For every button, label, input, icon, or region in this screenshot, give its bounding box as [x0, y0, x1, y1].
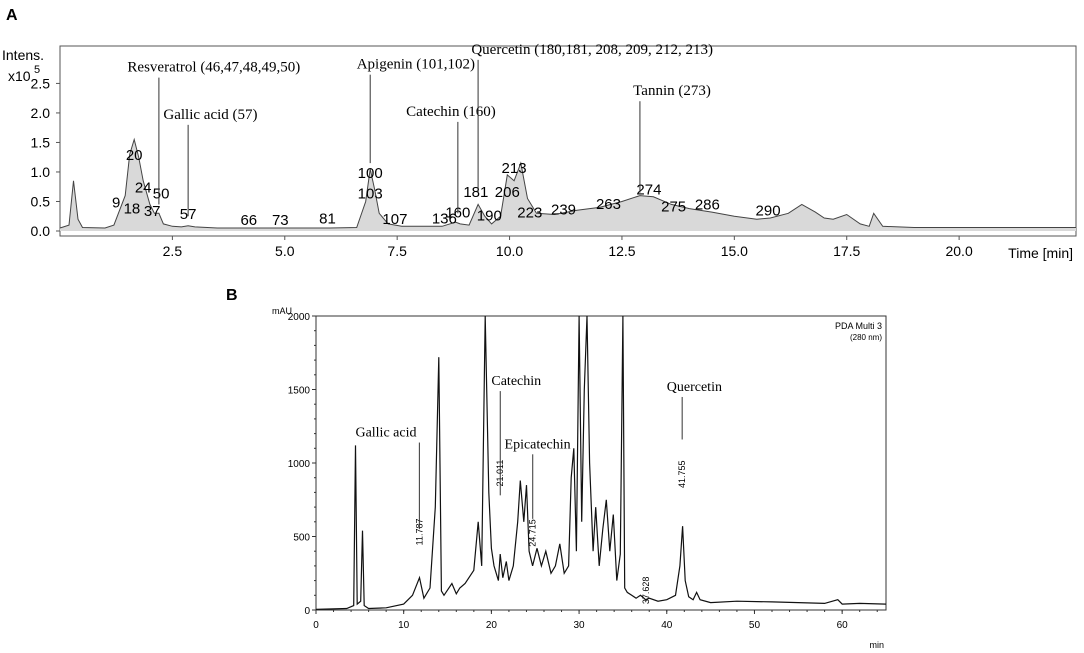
panel-b-x-tick-label: 60	[837, 620, 849, 631]
panel-b-x-tick-label: 10	[398, 620, 410, 631]
panel-a-peak-label: 100	[358, 165, 383, 182]
panel-a-x-tick-label: 17.5	[833, 243, 860, 259]
panel-a-annotation-text: Quercetin (180,181, 208, 209, 212, 213)	[471, 42, 713, 58]
panel-b-peak-value: 24.715	[528, 519, 538, 547]
panel-a-x-tick-label: 10.0	[496, 243, 523, 259]
panel-a-peak-label: 136	[432, 210, 457, 227]
panel-b-peak-value: 11.787	[414, 518, 424, 545]
panel-a-peak-label: 81	[319, 210, 336, 227]
panel-a-peak-label: 263	[596, 196, 621, 213]
panel-a-peak-label: 103	[358, 186, 383, 203]
panel-a-peak-label: 286	[695, 197, 720, 214]
panel-a-peak-label: 9	[112, 194, 120, 211]
panel-b-annotation-text: Quercetin	[667, 380, 722, 395]
panel-a-y-tick-label: 1.5	[31, 134, 51, 150]
panel-a-xlabel: Time [min]	[1008, 245, 1073, 261]
panel-a-peak-label: 66	[240, 212, 257, 229]
panel-b-y-tick-label: 0	[304, 606, 310, 617]
panel-b-legend-line2: (280 nm)	[850, 333, 882, 342]
panel-b-x-tick-label: 40	[661, 620, 673, 631]
panel-a-peak-label: 274	[636, 181, 661, 198]
panel-b-y-tick-label: 1000	[288, 459, 311, 470]
panel-b-xlabel: min	[869, 640, 884, 650]
panel-a-x-tick-label: 15.0	[721, 243, 748, 259]
panel-a-y-tick-label: 0.0	[31, 223, 51, 239]
panel-b-annotation-text: Catechin	[491, 374, 541, 389]
panel-b-legend-line1: PDA Multi 3	[835, 321, 882, 331]
panel-a-y-tick-label: 2.0	[31, 105, 51, 121]
panel-a-label: A	[6, 7, 18, 24]
panel-a-trace-group	[59, 137, 1076, 231]
panel-a-chart: Intens. x10 5 Time [min] 2.5 5.0 7.5 10.0 12…	[2, 42, 1077, 261]
panel-a-y-tick-label: 1.0	[31, 164, 51, 180]
panel-a-peak-label: 73	[272, 212, 289, 229]
panel-a-ylabel-exp: 5	[34, 64, 40, 76]
panel-a-peak-label: 37	[144, 203, 161, 220]
panel-a-x-tick-label: 7.5	[387, 243, 407, 259]
panel-b-trace-line	[315, 315, 887, 610]
panel-a-annotation-text: Resveratrol (46,47,48,49,50)	[127, 60, 300, 76]
panel-b-y-tick-label: 2000	[288, 312, 311, 323]
panel-b-x-tick-label: 30	[574, 620, 586, 631]
panel-b-x-tick-label: 50	[749, 620, 761, 631]
panel-a-peak-label: 213	[502, 160, 527, 177]
panel-b-annotation-text: Gallic acid	[355, 426, 416, 441]
panel-b-y-tick-label: 1500	[288, 386, 311, 397]
panel-a-ylabel-scale: x10	[8, 68, 31, 84]
panel-a-peak-label: 50	[153, 186, 170, 203]
panel-b-annotations: Gallic acid Catechin Epicatechin Quercetin	[355, 374, 722, 530]
panel-b-peak-value: 37.628	[641, 577, 651, 605]
panel-a-peak-label: 206	[495, 184, 520, 201]
panel-a-trace-fill	[60, 139, 1076, 231]
panel-a-ylabel-top: Intens.	[2, 47, 44, 63]
panel-b-frame	[315, 315, 887, 611]
panel-b-annotation-text: Epicatechin	[505, 437, 571, 452]
panel-a-axes: 2.5 5.0 7.5 10.0 12.5 15.0 17.5 20.0 0.0 0.5 1.0 1.…	[31, 75, 973, 259]
panel-a-peak-label: 20	[126, 147, 143, 164]
panel-a-y-tick-label: 2.5	[31, 75, 51, 91]
panel-b-x-tick-label: 20	[486, 620, 498, 631]
panel-a-peak-label: 181	[463, 184, 488, 201]
panel-a-peak-label: 107	[382, 211, 407, 228]
panel-a-annotations: Resveratrol (46,47,48,49,50) Gallic acid …	[127, 42, 713, 217]
panel-a-x-tick-label: 20.0	[945, 243, 972, 259]
panel-b-y-tick-label: 500	[293, 533, 310, 544]
panel-a-peak-label: 18	[124, 200, 141, 217]
panel-a-peak-label: 24	[135, 180, 152, 197]
panel-b-chart: mAU min PDA Multi 3 (280 nm) 0 10 20 30 40 50…	[272, 306, 887, 650]
panel-a-peak-label: 190	[477, 207, 502, 224]
panel-a-annotation-text: Apigenin (101,102)	[357, 57, 475, 73]
panel-a-trace-line	[59, 137, 1076, 229]
panel-a-peak-label: 290	[756, 203, 781, 220]
panel-a-annotation-text: Tannin (273)	[633, 83, 711, 99]
panel-b-ylabel: mAU	[272, 306, 292, 316]
panel-a-peak-label: 239	[551, 201, 576, 218]
panel-a-frame	[59, 45, 1077, 237]
panel-b-peak-value: 41.755	[677, 460, 687, 488]
panel-b-x-tick-label: 0	[313, 620, 319, 631]
panel-a-peak-label: 275	[661, 199, 686, 216]
panel-b-label: B	[226, 287, 238, 304]
panel-a-annotation-text: Catechin (160)	[406, 104, 496, 120]
panel-a-x-tick-label: 2.5	[163, 243, 183, 259]
panel-b-axes: 0 10 20 30 40 50 60 0 500 1000 1500 2000	[288, 312, 878, 631]
panel-a-annotation-text: Gallic acid (57)	[163, 107, 257, 123]
panel-a-y-tick-label: 0.5	[31, 193, 51, 209]
panel-b-trace-group	[315, 315, 887, 610]
panel-a-peak-label: 223	[517, 204, 542, 221]
panel-a-x-tick-label: 5.0	[275, 243, 295, 259]
panel-a-x-tick-label: 12.5	[608, 243, 635, 259]
